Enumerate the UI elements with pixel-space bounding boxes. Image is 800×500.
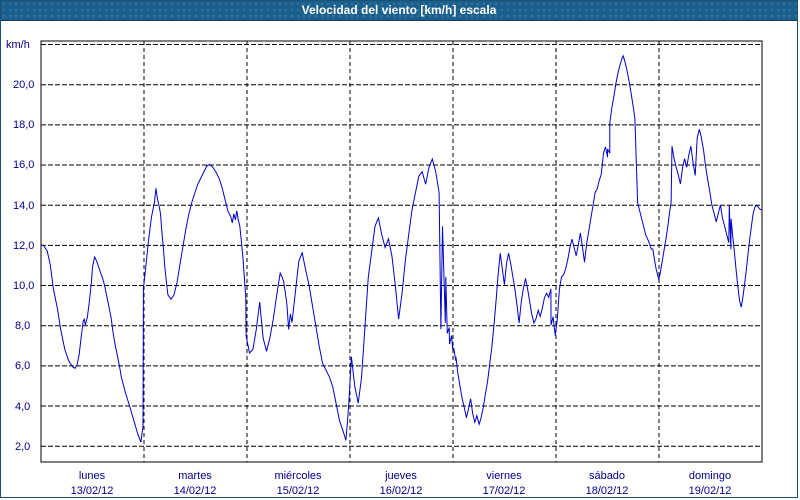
- svg-text:lunes: lunes: [79, 470, 106, 482]
- svg-text:sábado: sábado: [589, 470, 625, 482]
- svg-text:10,0: 10,0: [13, 280, 34, 292]
- svg-text:2,0: 2,0: [15, 441, 30, 453]
- svg-text:martes: martes: [178, 470, 212, 482]
- svg-text:16/02/12: 16/02/12: [380, 485, 423, 497]
- svg-text:miércoles: miércoles: [274, 470, 322, 482]
- svg-text:domingo: domingo: [689, 470, 731, 482]
- svg-text:12,0: 12,0: [13, 240, 34, 252]
- svg-text:6,0: 6,0: [15, 360, 30, 372]
- svg-text:17/02/12: 17/02/12: [483, 485, 526, 497]
- svg-text:18/02/12: 18/02/12: [586, 485, 629, 497]
- svg-text:14/02/12: 14/02/12: [174, 485, 217, 497]
- svg-text:13/02/12: 13/02/12: [71, 485, 114, 497]
- svg-text:viernes: viernes: [486, 470, 522, 482]
- svg-text:14,0: 14,0: [13, 200, 34, 212]
- svg-text:16,0: 16,0: [13, 159, 34, 171]
- svg-text:15/02/12: 15/02/12: [277, 485, 320, 497]
- svg-text:4,0: 4,0: [15, 401, 30, 413]
- svg-text:8,0: 8,0: [15, 320, 30, 332]
- svg-text:18,0: 18,0: [13, 119, 34, 131]
- svg-text:20,0: 20,0: [13, 79, 34, 91]
- svg-text:km/h: km/h: [6, 39, 30, 51]
- svg-text:19/02/12: 19/02/12: [689, 485, 732, 497]
- svg-text:jueves: jueves: [384, 470, 417, 482]
